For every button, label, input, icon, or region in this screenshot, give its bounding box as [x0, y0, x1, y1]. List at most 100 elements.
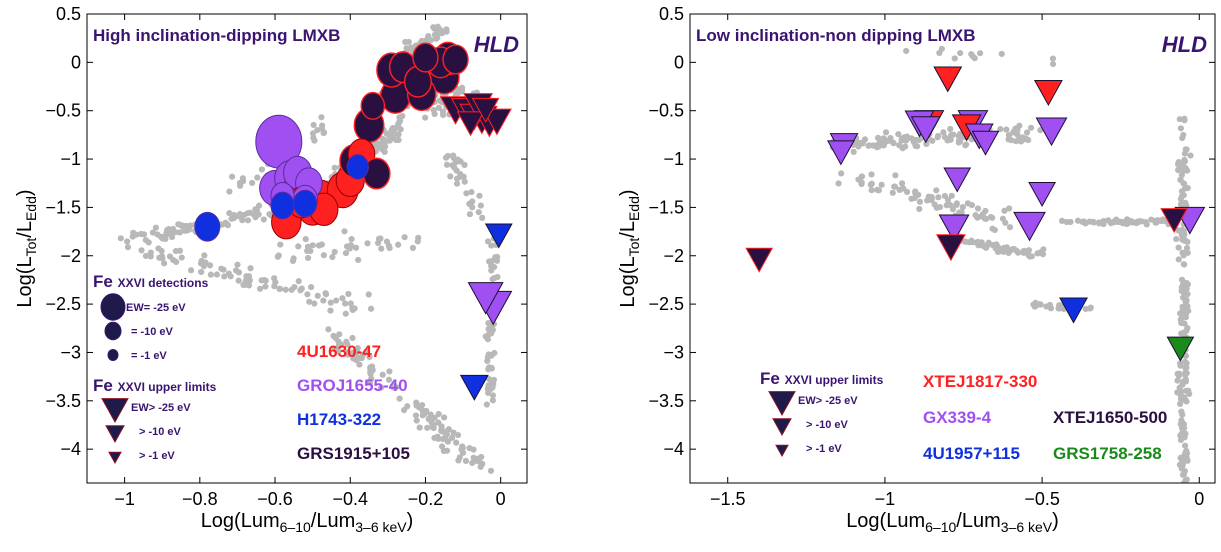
background-point [117, 235, 124, 242]
background-point [275, 252, 282, 259]
detection-marker [346, 154, 369, 180]
background-point [345, 290, 352, 298]
background-point [254, 174, 261, 181]
background-point [356, 361, 363, 368]
background-point [1177, 176, 1184, 183]
background-point [947, 136, 954, 143]
background-point [865, 142, 872, 149]
background-point [908, 195, 915, 202]
background-point [422, 114, 429, 121]
background-point [1181, 328, 1188, 336]
background-point [1025, 247, 1033, 254]
left-panel: −1 −0.8 −0.6 −0.4 −0.2 0 0.5 0 −0.5 −1 −1.5 −2 −2.5 −… [14, 4, 528, 535]
background-point [1124, 217, 1132, 224]
background-point [444, 438, 451, 445]
background-point [327, 299, 334, 306]
background-point [1181, 358, 1189, 365]
background-point [470, 446, 477, 453]
background-point [1184, 281, 1192, 288]
upper-limit-marker [1059, 297, 1088, 324]
background-point [342, 300, 349, 307]
background-point [489, 392, 497, 399]
background-point [140, 231, 148, 238]
background-point [386, 368, 393, 375]
background-point [348, 235, 355, 243]
background-point [311, 300, 318, 307]
background-point [1022, 135, 1030, 142]
background-point [239, 175, 246, 182]
background-point [936, 49, 943, 57]
background-point [228, 173, 236, 180]
background-point [245, 282, 253, 289]
background-point [1175, 256, 1182, 263]
upper-limit-marker [481, 108, 512, 136]
background-point [221, 273, 228, 280]
legend-detection-marker [104, 321, 122, 341]
y-tick-label: −4 [663, 439, 684, 459]
background-point [276, 285, 283, 292]
legend-limit-marker [101, 398, 129, 424]
legend-title-element: Fe [760, 369, 785, 388]
y-label-part: Log(L [14, 256, 36, 307]
x-axis-label: Log(Lum6–10/Lum3–6 keV) [846, 510, 1059, 535]
x-tick-label: 0 [1194, 489, 1204, 509]
background-point [152, 224, 159, 231]
background-point [378, 146, 386, 153]
x-tick-label: −1 [114, 489, 135, 509]
legend-title: Fe XXVI upper limits [760, 369, 884, 388]
background-point [414, 238, 421, 245]
background-point [1003, 126, 1010, 133]
background-point [173, 258, 180, 266]
background-point [402, 38, 409, 46]
source-label: GROJ1655-40 [297, 376, 408, 395]
legend-limit-label: EW> -25 eV [131, 402, 191, 414]
background-point [244, 217, 252, 224]
x-tick-label: −0.8 [182, 489, 218, 509]
background-point [366, 353, 373, 361]
background-point [466, 211, 474, 218]
background-point [319, 122, 326, 129]
background-point [164, 226, 171, 234]
background-point [202, 259, 209, 266]
background-point [231, 214, 238, 221]
background-point [1049, 55, 1057, 62]
legend-limit-marker [768, 391, 796, 417]
background-point [891, 183, 898, 190]
background-point [435, 419, 442, 426]
y-tick-label: −2 [663, 246, 684, 266]
right-panel: −1.5 −1 −0.5 0 0.5 0 −0.5 −1 −1.5 −2 −2.5 −3 −3.5 −4 L… [617, 4, 1216, 535]
background-point [308, 283, 315, 291]
legend-limit-label: > -1 eV [139, 450, 175, 462]
background-point [435, 104, 442, 111]
background-point [1016, 122, 1023, 129]
x-label-subscript: 6–10 [280, 519, 311, 535]
background-point [1182, 430, 1189, 437]
background-point [226, 188, 233, 195]
background-point [339, 295, 346, 302]
background-point [418, 37, 425, 45]
legend-detection-label: = -10 eV [131, 326, 174, 338]
background-point [979, 242, 986, 249]
background-point [1063, 218, 1070, 226]
background-point [453, 91, 460, 98]
background-point [1180, 192, 1187, 199]
background-point [901, 134, 908, 141]
background-point [1183, 146, 1190, 153]
background-point [349, 334, 356, 342]
background-point [915, 191, 922, 198]
background-point [878, 181, 885, 188]
source-label: GX339-4 [923, 408, 992, 427]
background-point [412, 412, 420, 419]
background-point [1182, 310, 1190, 318]
background-point [304, 291, 311, 298]
background-point [350, 349, 357, 356]
background-point [320, 297, 327, 304]
background-point [1021, 247, 1028, 254]
background-point [850, 148, 857, 155]
background-point [1001, 207, 1008, 214]
background-point [968, 51, 975, 58]
legend-title-ion: XXVI upper limits [785, 373, 884, 387]
background-point [940, 129, 947, 136]
background-point [835, 180, 842, 187]
legend-detection-label: EW= -25 eV [126, 302, 186, 314]
